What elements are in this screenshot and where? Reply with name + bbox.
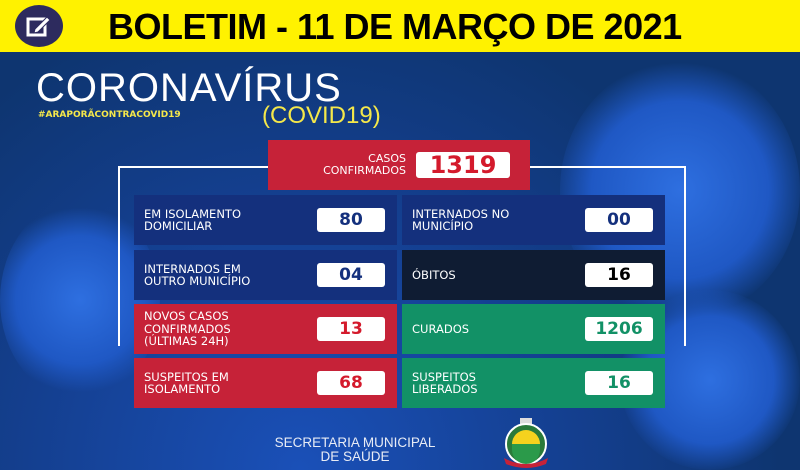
label-line: CURADOS	[412, 321, 470, 336]
stat-value: 1206	[585, 317, 653, 341]
stat-tile: ÓBITOS 16	[402, 250, 665, 300]
stat-value: 80	[317, 208, 385, 232]
stat-label: SUSPEITOS EM ISOLAMENTO	[144, 369, 314, 396]
stat-tile: INTERNADOS EM OUTRO MUNICÍPIO 04	[134, 250, 397, 300]
label-line: ÓBITOS	[412, 267, 456, 282]
footer-text: SECRETARIA MUNICIPAL DE SAÚDE	[242, 436, 468, 464]
label-line: CASOS	[368, 152, 406, 165]
footer-line: DE SAÚDE	[320, 449, 390, 464]
label-line: OUTRO MUNICÍPIO	[144, 274, 251, 288]
stat-tile: SUSPEITOS EM ISOLAMENTO 68	[134, 358, 397, 408]
label-line: LIBERADOS	[412, 382, 478, 396]
edit-icon	[15, 5, 63, 47]
stat-tile: NOVOS CASOS CONFIRMADOS (ÚLTIMAS 24H) 13	[134, 304, 397, 354]
confirmed-cases-card: CASOS CONFIRMADOS 1319	[268, 140, 530, 190]
virus-decoration	[0, 200, 160, 400]
footer-line: SECRETARIA MUNICIPAL	[274, 435, 436, 450]
label-line: INTERNADOS EM	[144, 261, 241, 276]
stat-tile: INTERNADOS NO MUNICÍPIO 00	[402, 195, 665, 245]
label-line: SUSPEITOS EM	[144, 369, 229, 384]
stat-value: 04	[317, 263, 385, 287]
stat-tile: SUSPEITOS LIBERADOS 16	[402, 358, 665, 408]
stat-label: INTERNADOS NO MUNICÍPIO	[412, 206, 582, 233]
header-bar: BOLETIM - 11 DE MARÇO DE 2021	[0, 0, 800, 52]
brand-subtitle: (COVID19)	[262, 102, 381, 129]
label-line: SUSPEITOS	[412, 369, 476, 384]
stat-label: NOVOS CASOS CONFIRMADOS (ÚLTIMAS 24H)	[144, 310, 314, 348]
label-line: DOMICILIAR	[144, 219, 213, 233]
stat-value: 68	[317, 371, 385, 395]
label-line: CONFIRMADOS	[144, 321, 231, 336]
stat-value: 00	[585, 208, 653, 232]
page-title: BOLETIM - 11 DE MARÇO DE 2021	[108, 6, 682, 47]
label-line: NOVOS CASOS	[144, 309, 229, 324]
stat-label: EM ISOLAMENTO DOMICILIAR	[144, 206, 314, 233]
municipal-crest-logo	[504, 418, 548, 468]
stat-label: CURADOS	[412, 323, 582, 336]
stat-value: 16	[585, 263, 653, 287]
confirmed-value: 1319	[416, 151, 510, 179]
stat-value: 16	[585, 371, 653, 395]
frame-line	[118, 166, 120, 346]
confirmed-label: CASOS CONFIRMADOS	[323, 153, 406, 177]
stat-tile: EM ISOLAMENTO DOMICILIAR 80	[134, 195, 397, 245]
label-line: (ÚLTIMAS 24H)	[144, 334, 229, 349]
frame-line	[684, 166, 686, 346]
label-line: MUNICÍPIO	[412, 219, 474, 233]
label-line: EM ISOLAMENTO	[144, 206, 241, 221]
label-line: CONFIRMADOS	[323, 164, 406, 177]
hashtag: #ARAPORÃCONTRACOVID19	[38, 110, 181, 120]
stat-tile: CURADOS 1206	[402, 304, 665, 354]
stat-label: SUSPEITOS LIBERADOS	[412, 369, 582, 396]
label-line: INTERNADOS NO	[412, 206, 510, 221]
stat-label: INTERNADOS EM OUTRO MUNICÍPIO	[144, 261, 314, 288]
stat-label: ÓBITOS	[412, 269, 582, 282]
stat-value: 13	[317, 317, 385, 341]
brand-title: CORONAVÍRUS	[36, 66, 342, 110]
label-line: ISOLAMENTO	[144, 382, 221, 396]
